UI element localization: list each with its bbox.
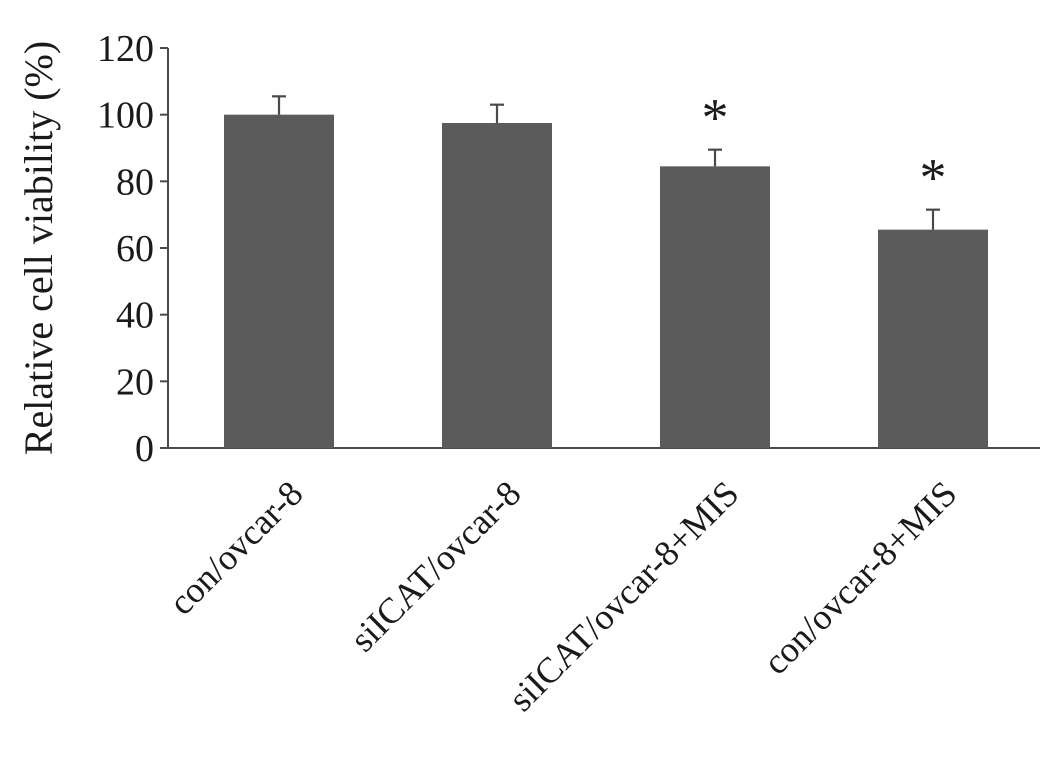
significance-asterisk: * xyxy=(702,88,729,148)
error-bar xyxy=(490,103,504,123)
error-bar xyxy=(926,208,940,230)
y-tick-label: 60 xyxy=(116,228,154,270)
category-label: con/ovcar-8+MIS xyxy=(756,473,965,682)
y-tick-label: 80 xyxy=(116,161,154,203)
y-tick-label: 20 xyxy=(116,361,154,403)
y-tick-label: 40 xyxy=(116,295,154,337)
error-bars xyxy=(272,95,940,230)
bar xyxy=(442,123,552,448)
y-tick-label: 0 xyxy=(135,428,154,470)
y-tick-label: 100 xyxy=(97,95,154,137)
category-label: siICAT/ovcar-8+MIS xyxy=(501,473,747,719)
bar xyxy=(660,166,770,449)
bar xyxy=(224,114,334,449)
significance-asterisk: * xyxy=(920,148,947,208)
y-axis-title: Relative cell viability (%) xyxy=(16,41,61,455)
error-bar xyxy=(272,95,286,115)
y-tick-label: 120 xyxy=(97,28,154,70)
category-label: siICAT/ovcar-8 xyxy=(342,473,528,659)
category-label: con/ovcar-8 xyxy=(161,473,310,622)
bars xyxy=(224,114,988,449)
bar xyxy=(878,229,988,448)
category-labels: con/ovcar-8 siICAT/ovcar-8siICAT/ovcar-8+… xyxy=(161,473,964,719)
significance-marks: ** xyxy=(702,88,947,208)
error-bar xyxy=(708,148,722,167)
